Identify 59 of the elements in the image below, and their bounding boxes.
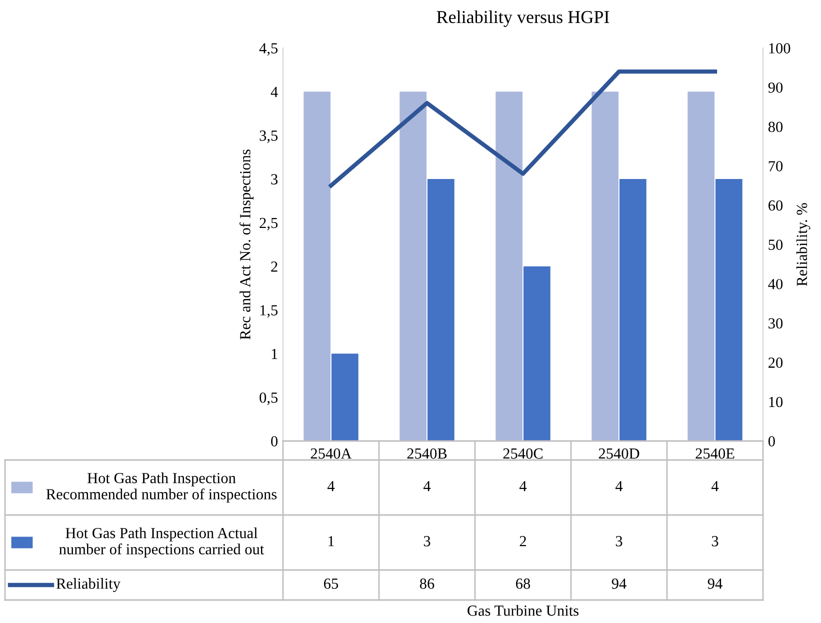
data-label: 86 — [420, 578, 434, 589]
y-tick-label: 1,5 — [260, 305, 278, 318]
y2-axis-title: Reliability. % — [796, 203, 810, 286]
y2-tick-label: 10 — [769, 396, 783, 408]
y-tick-label: 3 — [271, 174, 278, 184]
y-tick-label: 3,5 — [260, 130, 278, 143]
y2-tick-label: 40 — [768, 278, 783, 290]
legend-label: Reliability — [56, 578, 120, 592]
y2-tick-label: 30 — [768, 318, 783, 329]
y-tick-label: 2 — [271, 262, 278, 272]
y-tick-label: 0 — [271, 436, 278, 446]
data-label: 4 — [423, 481, 431, 492]
x-tick-label: 2540B — [407, 448, 447, 459]
chart-title: Reliability versus HGPI — [436, 10, 610, 27]
bar — [304, 92, 331, 441]
bar — [400, 92, 427, 441]
data-label: 94 — [612, 578, 626, 589]
data-label: 68 — [516, 578, 530, 589]
data-label: 2 — [520, 536, 526, 546]
data-label: 4 — [711, 481, 719, 492]
bar — [715, 179, 742, 441]
y2-tick-label: 50 — [768, 240, 783, 250]
y2-tick-label: 60 — [768, 200, 783, 211]
data-label: 4 — [327, 481, 335, 492]
bar — [496, 92, 523, 441]
x-tick-label: 2540D — [598, 448, 640, 459]
data-label: 94 — [708, 578, 722, 589]
data-label: 3 — [424, 536, 430, 546]
x-tick-label: 2540A — [310, 448, 352, 459]
text: Gas Turbine Units — [468, 605, 578, 616]
data-label: 4 — [519, 481, 527, 492]
y-tick-label: 2,5 — [260, 218, 278, 230]
bar — [619, 179, 646, 441]
bar — [331, 354, 358, 441]
y-tick-label: 0,5 — [260, 392, 278, 405]
y-tick-label: 4,5 — [259, 43, 278, 56]
bar — [688, 92, 715, 441]
y2-tick-label: 20 — [768, 358, 783, 368]
data-label: 3 — [616, 536, 622, 546]
data-label: 1 — [328, 536, 334, 546]
x-tick-label: 2540E — [696, 448, 734, 459]
y2-tick-label: 90 — [768, 82, 783, 93]
x-tick-label: 2540C — [503, 448, 543, 459]
data-label: 4 — [615, 481, 623, 492]
bar — [523, 266, 550, 441]
bar — [592, 92, 619, 441]
y2-tick-label: 70 — [768, 161, 783, 172]
bar — [427, 179, 454, 441]
text: Hot Gas Path Inspection Recommended number of inspections — [46, 472, 277, 503]
y2-tick-label: 100 — [769, 43, 790, 54]
y-tick-label: 1 — [272, 348, 278, 359]
data-label: 3 — [712, 536, 718, 546]
legend-label: Hot Gas Path Inspection Actual number of inspections carried out — [59, 527, 264, 558]
y2-tick-label: 0 — [768, 436, 775, 446]
y2-tick-label: 80 — [768, 122, 783, 132]
y-axis-title: Rec and Act No. of Inspections — [239, 150, 254, 340]
line-series — [328, 69, 718, 188]
data-label: 65 — [324, 578, 338, 589]
y-tick-label: 4 — [270, 86, 278, 97]
